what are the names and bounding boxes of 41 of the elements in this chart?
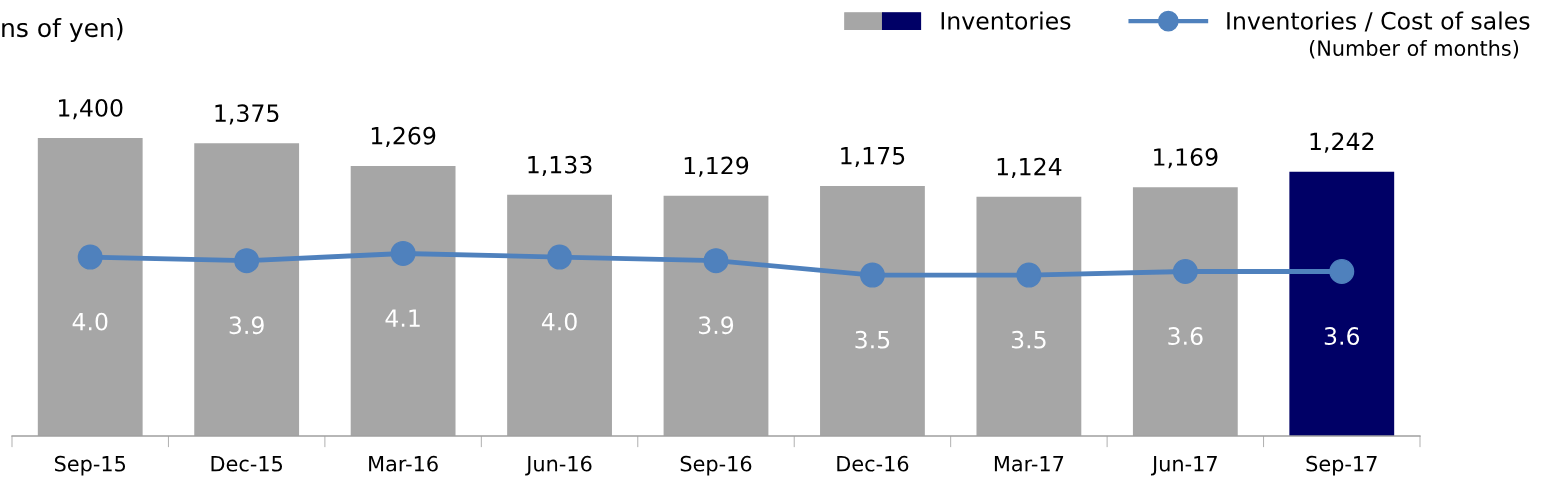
- x-tick-label: Jun-17: [1150, 456, 1217, 476]
- y-axis-title: ns of yen): [2, 17, 123, 43]
- data-label: 1,133: [528, 155, 592, 176]
- x-tick-label: Sep-16: [680, 455, 752, 476]
- point: [1172, 258, 1198, 284]
- data-label: 1,400: [59, 98, 123, 120]
- data-label: 3.9: [699, 316, 734, 335]
- data-label: 1,242: [1310, 132, 1374, 153]
- x-tick-label: Dec-15: [211, 456, 283, 472]
- data-label: 1,375: [215, 104, 279, 125]
- text: (Number of months): [1309, 39, 1519, 59]
- point: [77, 244, 103, 270]
- data-label: 4.0: [541, 312, 577, 331]
- data-label: 3.6: [1168, 327, 1203, 345]
- data-label: 1,124: [997, 157, 1062, 178]
- data-label: 3.6: [1324, 327, 1360, 345]
- data-label: 1,169: [1154, 148, 1218, 169]
- data-label: 3.5: [1011, 330, 1046, 349]
- bar: [1289, 171, 1395, 436]
- legend-label: Inventories / Cost of sales: [1227, 11, 1530, 32]
- x-tick-label: Mar-17: [994, 456, 1064, 472]
- x-tick-label: Sep-17: [1306, 455, 1377, 476]
- data-label: 1,269: [371, 126, 436, 148]
- point: [1016, 262, 1042, 288]
- point: [859, 262, 885, 288]
- x-tick-label: Mar-16: [369, 455, 438, 472]
- point: [1329, 258, 1355, 284]
- legend-label: Inventories: [941, 11, 1071, 30]
- data-label: 1,129: [684, 156, 749, 177]
- x-tick-label: Dec-16: [837, 455, 909, 472]
- point: [547, 244, 573, 270]
- data-label: 4.0: [72, 312, 108, 331]
- point: [703, 248, 729, 274]
- data-label: 3.5: [855, 330, 890, 349]
- data-label: 1,175: [841, 147, 905, 168]
- x-tick-label: Sep-15: [54, 455, 126, 476]
- x-tick-label: Jun-16: [525, 455, 592, 476]
- point: [234, 248, 260, 274]
- data-label: 3.9: [229, 316, 264, 335]
- data-label: 4.1: [385, 309, 420, 327]
- point: [390, 240, 416, 266]
